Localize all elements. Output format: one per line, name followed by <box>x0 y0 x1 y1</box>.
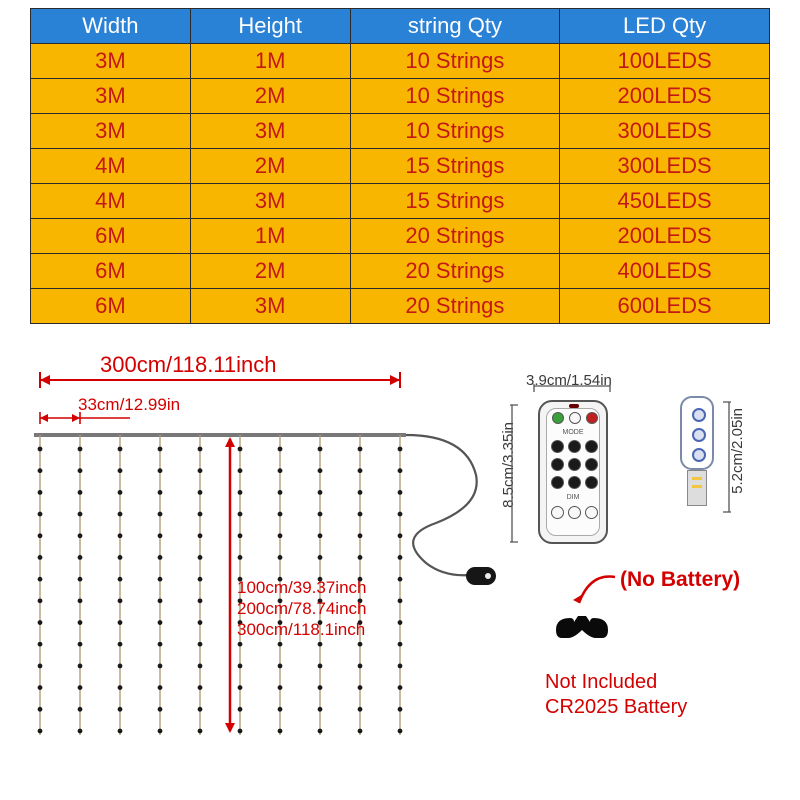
table-row: 6M2M20 Strings400LEDS <box>31 254 770 289</box>
remote-mode-2-icon <box>568 440 581 453</box>
table-cell: 3M <box>190 289 350 324</box>
spec-table: Width Height string Qty LED Qty 3M1M10 S… <box>30 8 770 324</box>
usb-button-1-icon <box>692 408 706 422</box>
table-cell: 200LEDS <box>560 219 770 254</box>
remote-off-button-icon <box>586 412 598 424</box>
col-width: Width <box>31 9 191 44</box>
remote-mode-6-icon <box>585 458 598 471</box>
table-cell: 4M <box>31 184 191 219</box>
remote-mode-5-icon <box>568 458 581 471</box>
remote-mode-label: MODE <box>547 429 599 436</box>
table-cell: 20 Strings <box>350 219 560 254</box>
table-row: 4M2M15 Strings300LEDS <box>31 149 770 184</box>
remote-mode-1-icon <box>551 440 564 453</box>
battery-note-line-1: Not Included <box>545 670 687 695</box>
battery-not-included-note: Not Included CR2025 Battery <box>545 670 687 720</box>
remote-dim-down-icon <box>551 506 564 519</box>
table-cell: 15 Strings <box>350 184 560 219</box>
table-row: 3M2M10 Strings200LEDS <box>31 79 770 114</box>
table-cell: 10 Strings <box>350 79 560 114</box>
table-cell: 450LEDS <box>560 184 770 219</box>
table-cell: 3M <box>31 44 191 79</box>
table-cell: 600LEDS <box>560 289 770 324</box>
height-dimension-3: 300cm/118.1inch <box>237 620 365 640</box>
col-string-qty: string Qty <box>350 9 560 44</box>
remote-mode-3-icon <box>585 440 598 453</box>
table-cell: 20 Strings <box>350 254 560 289</box>
table-cell: 6M <box>31 254 191 289</box>
table-row: 6M3M20 Strings600LEDS <box>31 289 770 324</box>
col-led-qty: LED Qty <box>560 9 770 44</box>
remote-mode-4-icon <box>551 458 564 471</box>
remote-dim-up-icon <box>585 506 598 519</box>
battery-note-line-2: CR2025 Battery <box>545 695 687 720</box>
table-cell: 2M <box>190 254 350 289</box>
table-cell: 2M <box>190 149 350 184</box>
height-dimension-1: 100cm/39.37inch <box>237 578 366 598</box>
table-cell: 200LEDS <box>560 79 770 114</box>
table-cell: 3M <box>31 114 191 149</box>
remote-mode-7-icon <box>551 476 564 489</box>
usb-button-3-icon <box>692 448 706 462</box>
table-row: 3M3M10 Strings300LEDS <box>31 114 770 149</box>
remote-timer-button-icon <box>569 412 581 424</box>
usb-plug-icon <box>687 470 707 506</box>
remote-dim-label: DIM <box>547 494 599 501</box>
remote-on-button-icon <box>552 412 564 424</box>
remote-mode-8-icon <box>568 476 581 489</box>
table-cell: 4M <box>31 149 191 184</box>
table-cell: 300LEDS <box>560 114 770 149</box>
height-dimension-2: 200cm/78.74inch <box>237 599 366 619</box>
table-row: 3M1M10 Strings100LEDS <box>31 44 770 79</box>
no-battery-annotation: (No Battery) <box>620 568 740 592</box>
table-cell: 100LEDS <box>560 44 770 79</box>
table-cell: 3M <box>190 114 350 149</box>
table-row: 4M3M15 Strings450LEDS <box>31 184 770 219</box>
table-cell: 3M <box>190 184 350 219</box>
table-cell: 15 Strings <box>350 149 560 184</box>
table-cell: 20 Strings <box>350 289 560 324</box>
table-cell: 300LEDS <box>560 149 770 184</box>
product-diagram: 300cm/118.11inch 33cm/12.99in 100cm/39.3… <box>0 350 800 800</box>
table-cell: 10 Strings <box>350 114 560 149</box>
col-height: Height <box>190 9 350 44</box>
usb-button-2-icon <box>692 428 706 442</box>
remote-mode-9-icon <box>585 476 598 489</box>
table-row: 6M1M20 Strings200LEDS <box>31 219 770 254</box>
table-cell: 1M <box>190 219 350 254</box>
table-header-row: Width Height string Qty LED Qty <box>31 9 770 44</box>
usb-controller <box>680 396 714 516</box>
table-cell: 3M <box>31 79 191 114</box>
remote-dim-mid-icon <box>568 506 581 519</box>
table-cell: 6M <box>31 289 191 324</box>
table-cell: 10 Strings <box>350 44 560 79</box>
table-cell: 2M <box>190 79 350 114</box>
curtain-light-diagram <box>0 350 520 780</box>
remote-control: MODE DIM <box>538 400 608 544</box>
table-cell: 400LEDS <box>560 254 770 289</box>
table-cell: 1M <box>190 44 350 79</box>
table-cell: 6M <box>31 219 191 254</box>
